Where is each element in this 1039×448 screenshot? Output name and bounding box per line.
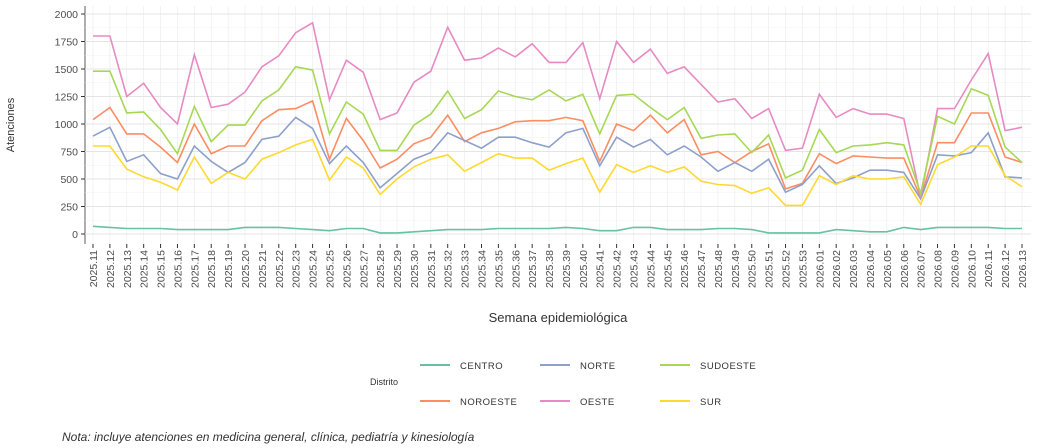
x-tick-label: 2025.49 xyxy=(730,250,742,288)
x-tick-label: 2025.17 xyxy=(189,250,201,288)
x-tick-label: 2025.40 xyxy=(578,250,590,288)
x-tick-label: 2025.21 xyxy=(257,250,269,288)
series-line xyxy=(93,65,1023,197)
x-tick-label: 2025.30 xyxy=(409,250,421,288)
series-line xyxy=(92,99,1023,201)
x-tick-label: 2025.44 xyxy=(645,250,657,288)
x-tick-label: 2025.23 xyxy=(291,250,303,288)
x-tick-label: 2025.28 xyxy=(375,250,387,288)
x-tick-label: 2025.15 xyxy=(156,250,168,288)
x-tick-label: 2026.02 xyxy=(831,250,843,288)
x-tick-label: 2025.32 xyxy=(443,250,455,288)
x-tick-label: 2025.16 xyxy=(172,250,184,288)
x-tick-label: 2025.22 xyxy=(274,250,286,288)
x-tick-label: 2025.47 xyxy=(696,250,708,288)
x-tick-label: 2025.52 xyxy=(781,250,793,288)
x-tick-label: 2025.18 xyxy=(206,250,218,288)
x-tick-label: 2025.45 xyxy=(662,250,674,288)
x-tick-label: 2025.25 xyxy=(324,250,336,288)
legend-label: CENTRO xyxy=(460,361,503,372)
legend-label: OESTE xyxy=(580,397,615,408)
x-tick-label: 2025.48 xyxy=(713,250,725,288)
x-tick-label: 2026.03 xyxy=(848,250,860,288)
y-tick-label: 1000 xyxy=(55,119,79,131)
legend-title: Distrito xyxy=(370,377,398,387)
x-tick-label: 2026.12 xyxy=(1000,250,1012,288)
x-tick-label: 2026.13 xyxy=(1017,250,1029,288)
x-tick-label: 2025.20 xyxy=(240,250,252,288)
legend-label: NOROESTE xyxy=(460,397,517,408)
y-tick-label: 250 xyxy=(60,202,78,214)
series-line xyxy=(92,116,1023,201)
x-tick-label: 2025.38 xyxy=(544,250,556,288)
x-tick-label: 2025.35 xyxy=(493,250,505,288)
x-tick-label: 2026.10 xyxy=(966,250,978,288)
y-tick-label: 1500 xyxy=(55,64,79,76)
x-tick-label: 2025.24 xyxy=(308,250,320,288)
x-tick-label: 2025.27 xyxy=(358,250,370,288)
y-tick-label: 750 xyxy=(60,147,78,159)
x-tick-label: 2025.39 xyxy=(561,250,573,288)
x-tick-label: 2025.46 xyxy=(679,250,691,288)
y-tick-label: 1250 xyxy=(55,92,79,104)
x-tick-label: 2025.31 xyxy=(426,250,438,288)
x-tick-label: 2025.33 xyxy=(460,250,472,288)
x-tick-label: 2025.36 xyxy=(510,250,522,288)
x-tick-label: 2025.43 xyxy=(629,250,641,288)
series-line xyxy=(93,138,1023,207)
legend-label: SUR xyxy=(700,397,722,408)
x-axis-title: Semana epidemiológica xyxy=(489,310,629,325)
x-tick-label: 2026.04 xyxy=(865,250,877,288)
y-tick-label: 2000 xyxy=(55,9,79,21)
x-tick-label: 2025.34 xyxy=(476,250,488,288)
x-tick-label: 2025.41 xyxy=(595,250,607,288)
x-tick-label: 2026.11 xyxy=(983,250,995,287)
x-tick-label: 2025.26 xyxy=(341,250,353,288)
series-line xyxy=(93,21,1023,198)
series-line xyxy=(92,225,1022,234)
y-axis-title: Atenciones xyxy=(5,97,17,152)
x-tick-label: 2026.01 xyxy=(814,250,826,288)
y-tick-label: 1750 xyxy=(55,37,79,49)
x-tick-label: 2025.12 xyxy=(105,250,117,288)
legend-label: NORTE xyxy=(580,361,616,372)
x-tick-label: 2025.19 xyxy=(223,250,235,288)
x-tick-label: 2025.29 xyxy=(392,250,404,288)
x-tick-label: 2025.50 xyxy=(747,250,759,288)
x-tick-label: 2025.37 xyxy=(527,250,539,288)
x-tick-label: 2025.13 xyxy=(122,250,134,288)
y-tick-label: 500 xyxy=(60,174,78,186)
note: Nota: incluye atenciones en medicina gen… xyxy=(62,430,475,444)
x-tick-label: 2025.11 xyxy=(88,250,100,287)
x-tick-label: 2025.14 xyxy=(139,250,151,288)
x-tick-label: 2026.05 xyxy=(882,250,894,288)
x-tick-label: 2026.09 xyxy=(949,250,961,288)
x-tick-label: 2026.08 xyxy=(933,250,945,288)
legend-label: SUDOESTE xyxy=(700,361,756,372)
x-tick-label: 2025.51 xyxy=(764,250,776,288)
x-tick-label: 2026.07 xyxy=(916,250,928,288)
x-tick-label: 2025.53 xyxy=(797,250,809,288)
x-tick-label: 2025.42 xyxy=(612,250,624,288)
y-tick-label: 0 xyxy=(72,229,78,241)
x-tick-label: 2026.06 xyxy=(899,250,911,288)
